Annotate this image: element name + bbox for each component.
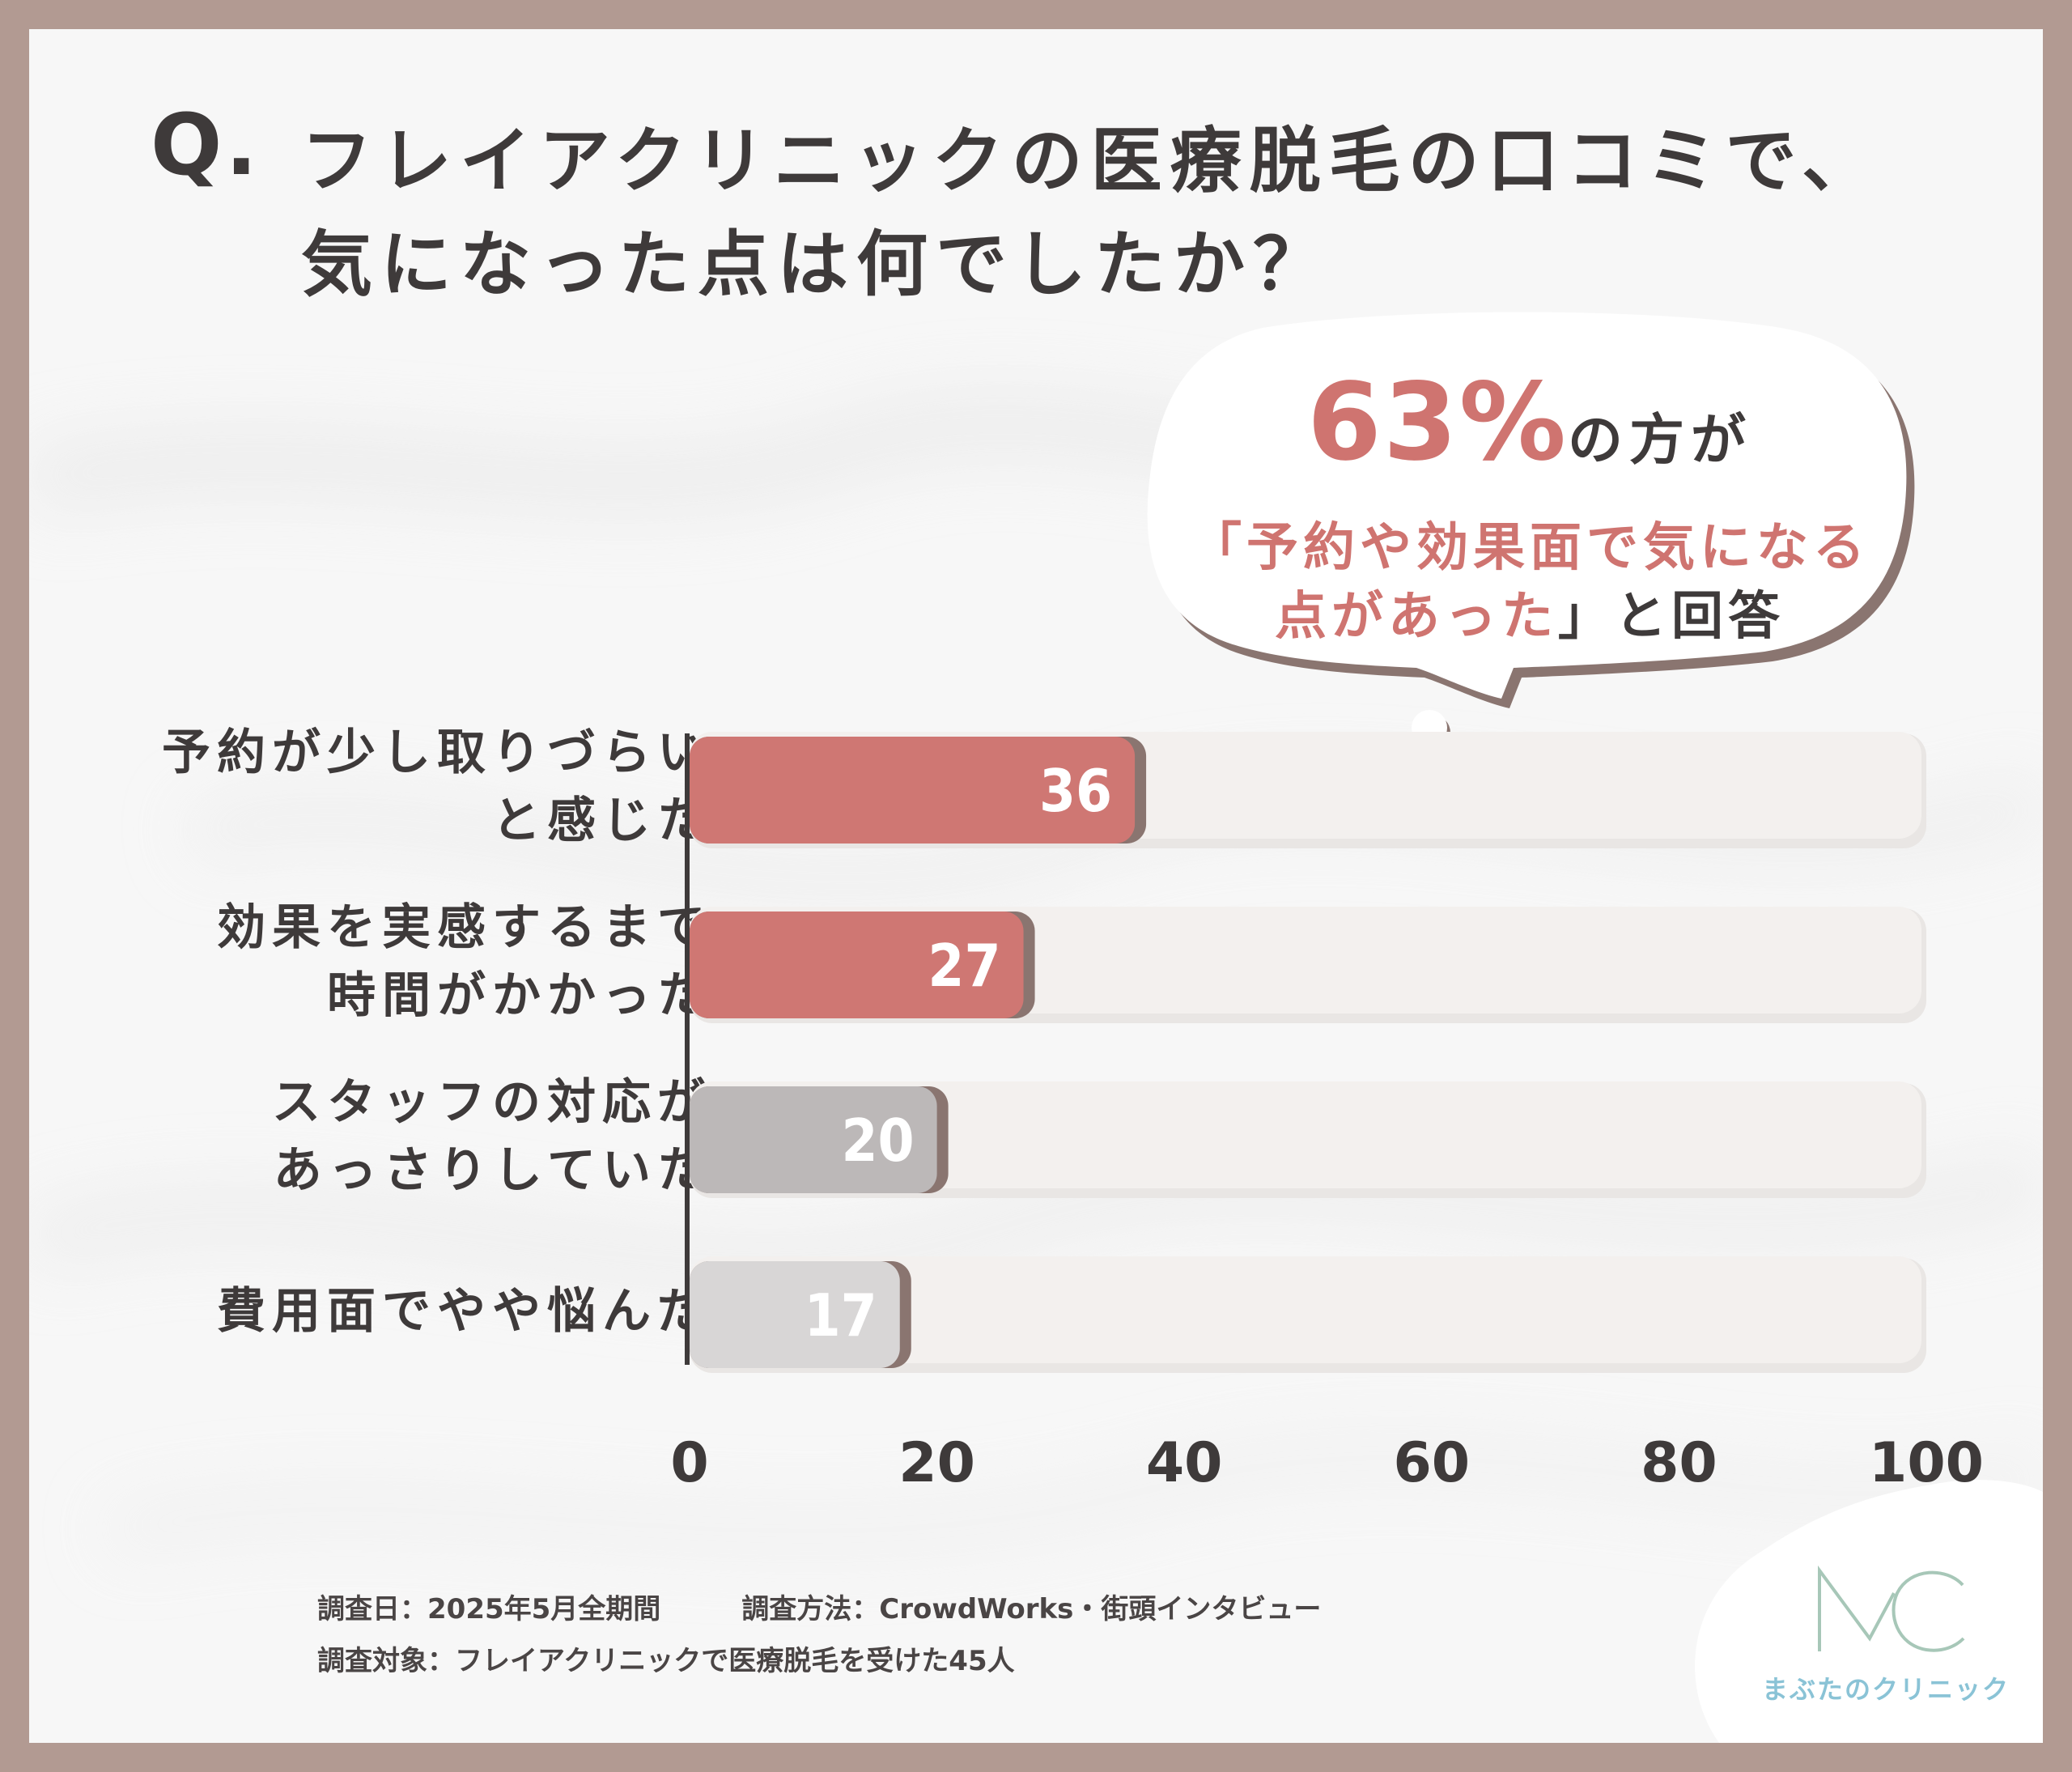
callout-headline: 63%の方が bbox=[1149, 360, 1910, 485]
callout-line-3: 点があった」と回答 bbox=[1149, 575, 1910, 649]
category-label-3-line-2: あっさりしていた bbox=[273, 1142, 712, 1199]
chart-card bbox=[29, 29, 2043, 1743]
category-label-4-line-1: 費用面でやや悩んだ bbox=[217, 1283, 712, 1340]
callout-line-3-accent: 点があった bbox=[1275, 587, 1558, 647]
bar-3 bbox=[690, 1086, 937, 1193]
bar-value-label-1: 36 bbox=[1039, 757, 1112, 825]
speech-bubble bbox=[1147, 312, 1915, 758]
x-tick-label-0: 0 bbox=[670, 1431, 709, 1495]
x-tick-label-100: 100 bbox=[1869, 1431, 1984, 1495]
survey-target: 調査対象：フレイアクリニックで医療脱毛を受けた45人 bbox=[317, 1645, 1015, 1677]
x-tick-label-20: 20 bbox=[898, 1431, 975, 1495]
survey-date: 調査日：2025年5月全期間 bbox=[317, 1593, 661, 1625]
logo-background-blob bbox=[1695, 1480, 2043, 1743]
question-mark-label: Q. bbox=[151, 96, 261, 194]
category-label-3: スタッフの対応が あっさりしていた bbox=[272, 1069, 712, 1205]
footer-line-1: 調査日：2025年5月全期間 調査方法：CrowdWorks・街頭インタビュー bbox=[317, 1587, 1321, 1626]
survey-method: 調査方法：CrowdWorks・街頭インタビュー bbox=[741, 1593, 1322, 1625]
bar-value-label-4: 17 bbox=[805, 1281, 877, 1349]
question-line-2: 気になった点は何でしたか？ bbox=[301, 223, 1333, 306]
callout: 63%の方が 「予約や効果面で気になる 点があった」と回答 bbox=[1149, 320, 1910, 725]
category-label-1: 予約が少し取りづらい と感じた bbox=[162, 719, 712, 855]
callout-percent-suffix: の方が bbox=[1567, 409, 1752, 473]
category-label-2: 効果を実感するまで 時間がかかった bbox=[217, 894, 712, 1030]
bar-1 bbox=[690, 737, 1136, 844]
callout-line-2: 「予約や効果面で気になる bbox=[1190, 518, 1870, 578]
bar-track-4 bbox=[690, 1256, 1921, 1363]
callout-percent: 63% bbox=[1307, 360, 1568, 485]
clinic-logo-name: まぶたのクリニック bbox=[1761, 1674, 2010, 1705]
x-tick-label-80: 80 bbox=[1641, 1431, 1717, 1495]
y-axis-line bbox=[685, 733, 690, 1365]
category-label-4: 費用面でやや悩んだ bbox=[217, 1277, 712, 1345]
bar-value-label-2: 27 bbox=[928, 932, 1000, 1000]
category-label-2-line-1: 効果を実感するまで bbox=[217, 899, 712, 956]
category-label-1-line-2: と感じた bbox=[492, 793, 712, 849]
bar-track-3 bbox=[690, 1081, 1921, 1188]
category-label-3-line-1: スタッフの対応が bbox=[272, 1074, 712, 1131]
bar-value-label-3: 20 bbox=[841, 1107, 914, 1175]
bar-2 bbox=[690, 911, 1024, 1018]
callout-line-3-rest: 」と回答 bbox=[1558, 587, 1785, 647]
clinic-logo-mark bbox=[1818, 1565, 1965, 1652]
bar-4 bbox=[690, 1261, 900, 1368]
x-tick-label-60: 60 bbox=[1393, 1431, 1471, 1495]
question-line-1: フレイアクリニックの医療脱毛の口コミで、 bbox=[301, 119, 1882, 202]
x-tick-label-40: 40 bbox=[1145, 1431, 1223, 1495]
category-label-2-line-2: 時間がかかった bbox=[327, 967, 712, 1024]
category-label-1-line-1: 予約が少し取りづらい bbox=[162, 725, 712, 781]
